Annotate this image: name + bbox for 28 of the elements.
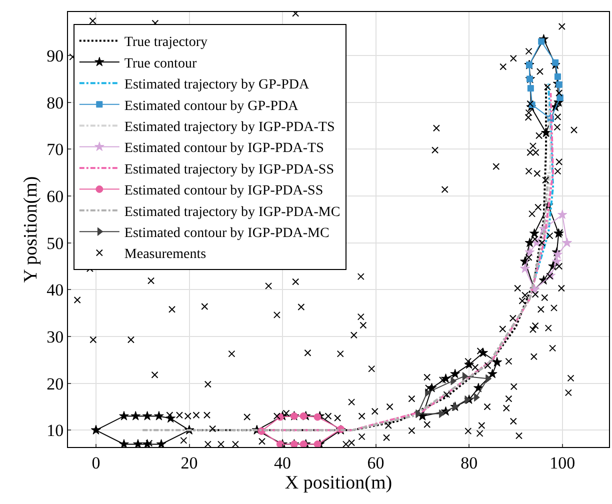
x-tick-label: 0	[92, 453, 100, 472]
y-tick-label: 20	[46, 374, 64, 394]
x-tick-label: 80	[460, 453, 478, 472]
legend-label: Estimated trajectory by IGP-PDA-TS	[124, 120, 335, 136]
legend-label: Estimated contour by IGP-PDA-SS	[124, 184, 324, 199]
legend-label: Measurements	[124, 247, 206, 262]
legend-label: Estimated contour by IGP-PDA-MC	[124, 226, 330, 242]
legend-label: True trajectory	[124, 35, 208, 50]
y-tick-label: 70	[46, 140, 64, 160]
y-tick-label: 90	[46, 46, 64, 66]
y-tick-label: 80	[46, 93, 64, 112]
y-axis-title: Y position(m)	[20, 176, 42, 283]
legend-label: True contour	[124, 56, 197, 72]
y-tick-label: 30	[46, 327, 64, 346]
x-axis-title: X position(m)	[284, 472, 392, 494]
legend-label: Estimated contour by GP-PDA	[124, 98, 300, 114]
y-tick-label: 40	[46, 280, 64, 300]
y-tick-label: 10	[46, 421, 64, 440]
x-tick-label: 20	[180, 453, 198, 472]
x-tick-label: 40	[274, 453, 292, 472]
x-tick-label: 60	[367, 453, 384, 472]
y-tick-label: 60	[46, 186, 64, 206]
x-tick-label: 100	[550, 453, 576, 472]
legend-label: Estimated trajectory by GP-PDA	[124, 78, 310, 93]
legend-label: Estimated contour by IGP-PDA-TS	[124, 141, 324, 156]
y-tick-label: 50	[46, 234, 64, 253]
legend-label: Estimated trajectory by IGP-PDA-MC	[124, 204, 340, 220]
legend-label: Estimated trajectory by IGP-PDA-SS	[124, 162, 334, 178]
